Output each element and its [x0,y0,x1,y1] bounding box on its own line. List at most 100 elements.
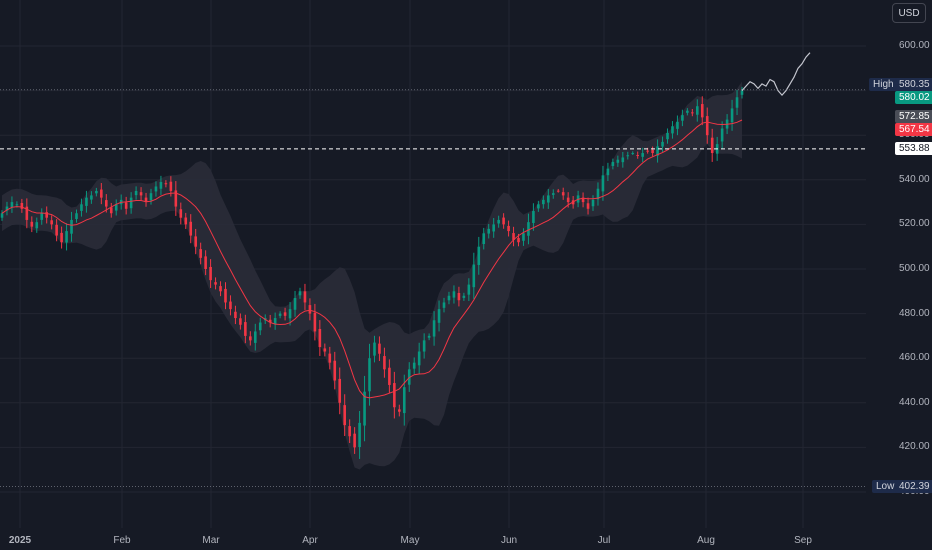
candle-body [591,199,595,207]
candle-body [735,97,739,108]
candle-body [273,318,277,325]
candle-body [50,220,53,225]
candle [149,188,153,205]
candle [422,333,426,359]
candle-body [0,213,4,218]
candle [129,192,133,214]
candle-body [338,378,342,403]
candle [487,223,491,239]
candle [114,199,118,216]
candle-body [542,199,545,205]
candle [224,282,227,310]
candle-body [378,343,381,354]
candle-body [388,367,391,385]
candle [283,307,287,321]
candle-body [169,181,173,191]
y-tick-label: 460.00 [899,352,930,364]
forecast-line [741,52,811,97]
candle-body [681,115,684,121]
candle-body [283,312,287,316]
candle-body [447,295,451,301]
candle-body [194,236,197,247]
candle [249,331,252,346]
candle-body [159,182,163,189]
candle-body [214,282,217,285]
y-tick-label: 500.00 [899,263,930,274]
y-tick-label: 480.00 [899,307,930,319]
candle [35,217,39,233]
candle [219,281,222,297]
candle [303,283,307,310]
grid-lines [0,0,866,528]
candle [606,162,610,182]
candle-body [383,356,386,370]
candle [591,195,595,211]
x-tick-label: 2025 [8,535,32,546]
candle-body [556,190,560,192]
candle-body [368,358,371,392]
candle-body [581,197,585,203]
candle [25,198,29,229]
candle [189,214,193,244]
candle-body [626,155,630,157]
candle [333,351,337,390]
candle [547,189,550,209]
candle [298,287,302,299]
candle [467,278,471,302]
candle-body [204,256,207,269]
candle [462,292,466,301]
candle [70,211,73,242]
candle-body [412,362,416,369]
candle-body [239,318,242,325]
candle-body [720,128,724,142]
candle [139,187,143,201]
candle-body [35,222,39,229]
candle-body [561,192,565,196]
candle [705,107,709,144]
candle-body [636,155,640,157]
currency-button[interactable]: USD [892,3,926,23]
candle [214,277,217,290]
candle-body [15,204,19,206]
candle-body [114,204,118,211]
candle-body [313,312,317,332]
candle [338,367,342,415]
candle-body [139,192,143,196]
candlestick-series [0,86,744,459]
candle [457,286,461,307]
candle [174,181,178,216]
candle [522,228,525,246]
candle [363,375,366,442]
candle [144,192,148,207]
candle-body [527,222,530,236]
candle [472,252,476,299]
candle [154,181,158,197]
candle [288,302,292,326]
candle-body [184,217,188,225]
low-price-tag: 402.39 [895,480,932,494]
candle [676,115,679,136]
candle-body [253,331,257,343]
candle-body [60,232,63,243]
candle [581,192,585,208]
candle [551,189,555,199]
candle-body [586,203,590,209]
candle-body [487,228,491,234]
candle-body [696,106,699,115]
candle-body [462,295,466,298]
candle [100,183,103,205]
candle-body [278,313,282,316]
candle [293,290,297,317]
candle-body [700,104,704,118]
candle [234,305,237,325]
candle [537,200,540,212]
candle-body [343,405,346,426]
x-tick-label: Apr [302,535,318,546]
candle [432,311,436,346]
candle [666,128,669,144]
candle-body [566,197,570,203]
candle-body [129,197,133,209]
candle [636,151,640,159]
candle [437,300,441,332]
